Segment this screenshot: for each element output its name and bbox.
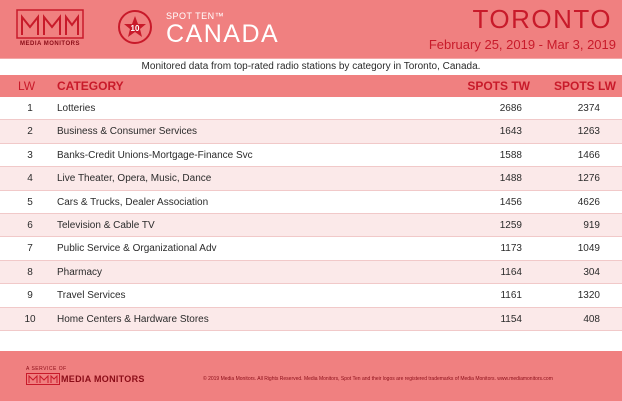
city-title: TORONTO — [472, 4, 612, 34]
cell-category: Public Service & Organizational Adv — [57, 243, 217, 255]
header-category: CATEGORY — [57, 79, 124, 93]
cell-spots-tw: 1164 — [500, 266, 522, 278]
cell-category: Travel Services — [57, 290, 126, 302]
cell-spots-tw: 1154 — [500, 313, 522, 325]
date-range: February 25, 2019 - Mar 3, 2019 — [428, 37, 616, 52]
service-of-label: A SERVICE OF — [26, 366, 67, 372]
cell-lw: 4 — [27, 173, 33, 185]
table-row: 9 Travel Services 1161 1320 — [0, 284, 622, 308]
cell-spots-tw: 1161 — [500, 290, 522, 302]
copyright-notice: © 2019 Media Monitors. All Rights Reserv… — [203, 376, 553, 382]
header-lw: LW — [18, 79, 36, 93]
cell-spots-lw: 1466 — [577, 149, 600, 161]
cell-lw: 3 — [27, 149, 33, 161]
cell-lw: 9 — [27, 290, 33, 302]
header-band: MEDIA MONITORS 10 SPOT TEN™ CANADA TORON… — [0, 0, 622, 58]
table-header: LW CATEGORY SPOTS TW SPOTS LW — [0, 75, 622, 97]
cell-lw: 6 — [27, 219, 33, 231]
cell-lw: 10 — [24, 313, 36, 325]
cell-category: Home Centers & Hardware Stores — [57, 313, 209, 325]
header-spots-lw: SPOTS LW — [553, 79, 616, 93]
table-row: 8 Pharmacy 1164 304 — [0, 260, 622, 285]
table-row: 4 Live Theater, Opera, Music, Dance 1488… — [0, 167, 622, 191]
table-row: 6 Television & Cable TV 1259 919 — [0, 213, 622, 238]
spot-ten-label: SPOT TEN™ — [166, 11, 225, 21]
cell-spots-lw: 1263 — [577, 126, 600, 138]
table-row: 5 Cars & Trucks, Dealer Association 1456… — [0, 190, 622, 214]
logo-text: MEDIA MONITORS — [19, 41, 80, 47]
cell-lw: 5 — [27, 196, 33, 208]
table-row: 1 Lotteries 2686 2374 — [0, 97, 622, 121]
cell-spots-lw: 919 — [583, 219, 600, 231]
cell-spots-tw: 1488 — [499, 173, 522, 185]
mm-logo-icon — [16, 9, 84, 39]
cell-spots-lw: 1276 — [577, 173, 600, 185]
badge-number: 10 — [131, 24, 140, 33]
media-monitors-logo: MEDIA MONITORS — [10, 9, 90, 49]
table-row: 10 Home Centers & Hardware Stores 1154 4… — [0, 307, 622, 331]
cell-category: Lotteries — [57, 103, 96, 114]
cell-spots-tw: 2686 — [499, 103, 522, 114]
footer-brand: MEDIA MONITORS — [61, 374, 145, 384]
cell-spots-tw: 1588 — [499, 149, 522, 161]
cell-spots-lw: 408 — [583, 313, 600, 325]
subtitle: Monitored data from top-rated radio stat… — [0, 58, 622, 75]
cell-lw: 8 — [27, 266, 33, 278]
table-row: 7 Public Service & Organizational Adv 11… — [0, 237, 622, 261]
cell-spots-tw: 1173 — [500, 243, 522, 255]
cell-spots-tw: 1643 — [499, 126, 522, 138]
cell-category: Live Theater, Opera, Music, Dance — [57, 173, 212, 185]
cell-spots-tw: 1259 — [499, 219, 522, 231]
cell-spots-lw: 304 — [583, 266, 600, 278]
table-body: 1 Lotteries 2686 2374 2 Business & Consu… — [0, 97, 622, 331]
cell-spots-lw: 2374 — [577, 103, 600, 114]
footer-band: A SERVICE OF MEDIA MONITORS © 2019 Media… — [0, 351, 622, 401]
cell-category: Television & Cable TV — [57, 219, 155, 231]
cell-spots-lw: 4626 — [577, 196, 600, 208]
country-title: CANADA — [166, 20, 280, 48]
cell-lw: 1 — [27, 103, 33, 114]
cell-category: Banks-Credit Unions-Mortgage-Finance Svc — [57, 149, 253, 161]
header-spots-tw: SPOTS TW — [467, 79, 530, 93]
table-row: 3 Banks-Credit Unions-Mortgage-Finance S… — [0, 143, 622, 168]
table-row: 2 Business & Consumer Services 1643 1263 — [0, 120, 622, 144]
cell-lw: 7 — [27, 243, 33, 255]
cell-lw: 2 — [27, 126, 33, 138]
cell-spots-lw: 1049 — [577, 243, 600, 255]
cell-spots-lw: 1320 — [577, 290, 600, 302]
cell-category: Business & Consumer Services — [57, 126, 198, 138]
star-badge-icon: 10 — [118, 10, 152, 44]
cell-spots-tw: 1456 — [499, 196, 522, 208]
cell-category: Cars & Trucks, Dealer Association — [57, 196, 209, 208]
footer-mm-logo-icon — [26, 373, 60, 385]
cell-category: Pharmacy — [57, 266, 103, 278]
